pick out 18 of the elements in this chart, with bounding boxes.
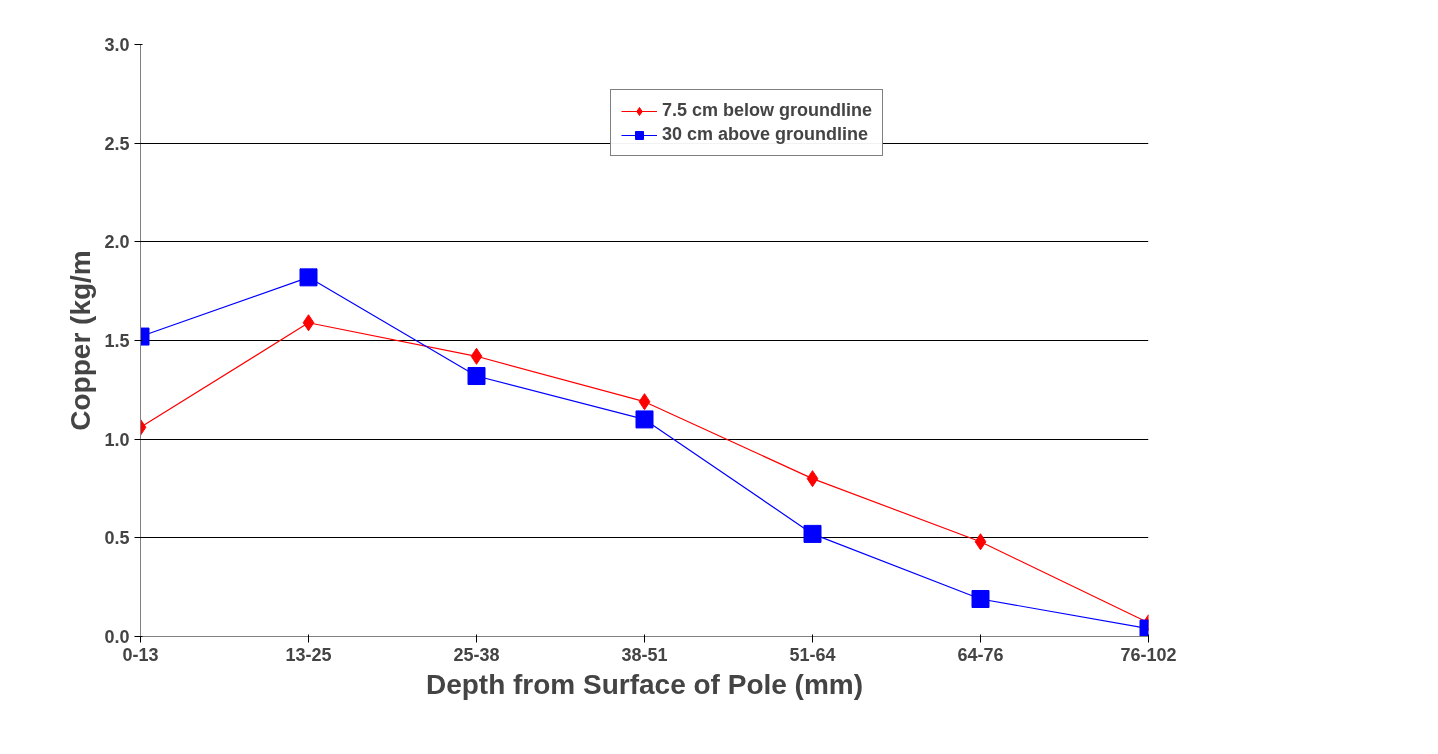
y-axis-title: Copper (kg/m	[65, 250, 97, 431]
x-tick-label: 0-13	[122, 644, 159, 665]
y-tick-label: 2.0	[104, 232, 130, 253]
x-tick-label: 76-102	[1120, 644, 1177, 665]
y-tick-label: 3.0	[104, 35, 130, 55]
y-tick-label: 1.0	[104, 429, 130, 450]
x-tick-label: 64-76	[957, 644, 1004, 665]
x-tick-label: 51-64	[789, 644, 836, 665]
y-tick-label: 1.5	[104, 331, 130, 351]
legend-label: 7.5 cm below groundline	[662, 100, 873, 121]
legend-label: 30 cm above groundline	[662, 124, 869, 145]
x-tick-label: 38-51	[621, 644, 668, 665]
y-tick-label: 2.5	[104, 133, 130, 154]
y-tick-label: 0.0	[104, 627, 130, 647]
y-tick-label: 0.5	[104, 528, 130, 549]
x-tick-label: 13-25	[285, 644, 332, 665]
x-tick-label: 25-38	[453, 644, 500, 665]
x-axis-title: Depth from Surface of Pole (mm)	[425, 668, 864, 700]
